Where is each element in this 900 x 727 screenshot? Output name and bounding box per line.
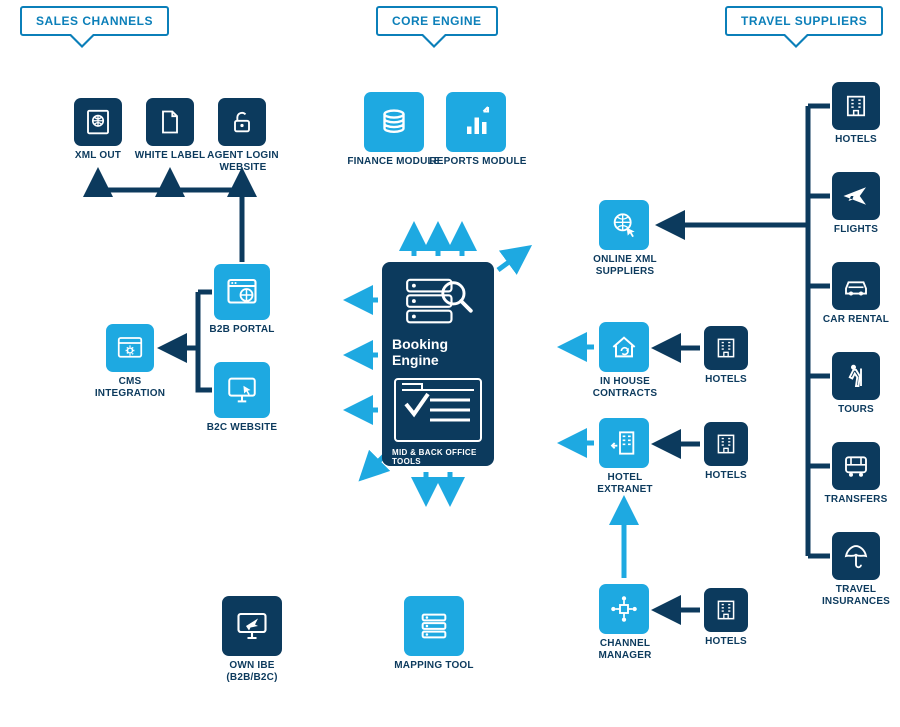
globe-cursor-icon	[608, 209, 640, 241]
cap-sup-flights: FLIGHTS	[820, 224, 892, 236]
gear-window-icon	[115, 333, 145, 363]
cap-agent-login: AGENT LOGIN WEBSITE	[200, 150, 286, 174]
box-sup-flights	[832, 172, 880, 220]
box-hotel-extranet	[599, 418, 649, 468]
box-b2b	[214, 264, 270, 320]
bus-icon	[841, 451, 871, 481]
chart-icon	[458, 104, 494, 140]
coins-icon	[375, 103, 413, 141]
cap-sup-hotels: HOTELS	[820, 134, 892, 146]
box-white-label	[146, 98, 194, 146]
list-cards-icon	[417, 609, 451, 643]
banner-sales-tail-inner	[71, 34, 93, 45]
cap-hotels-2: HOTELS	[694, 470, 758, 482]
building-arrow-icon	[608, 427, 640, 459]
box-sup-hotels	[832, 82, 880, 130]
cap-own-ibe: OWN IBE (B2B/B2C)	[206, 660, 298, 684]
house-refresh-icon	[608, 331, 640, 363]
box-own-ibe	[222, 596, 282, 656]
cap-sup-car: CAR RENTAL	[814, 314, 898, 326]
cap-reports: REPORTS MODULE	[424, 156, 532, 168]
building-icon	[842, 92, 870, 120]
box-finance	[364, 92, 424, 152]
cap-white-label: WHITE LABEL	[130, 150, 210, 162]
box-xml-out	[74, 98, 122, 146]
box-cms	[106, 324, 154, 372]
box-hotels-1	[704, 326, 748, 370]
box-channel-mgr	[599, 584, 649, 634]
car-icon	[841, 271, 871, 301]
box-sup-tours	[832, 352, 880, 400]
cap-in-house: IN HOUSE CONTRACTS	[582, 376, 668, 400]
cap-xml-out: XML OUT	[58, 150, 138, 162]
umbrella-icon	[841, 541, 871, 571]
box-sup-ins	[832, 532, 880, 580]
box-hotels-3	[704, 588, 748, 632]
globe-doc-icon	[83, 107, 113, 137]
box-reports	[446, 92, 506, 152]
banner-supp-tail-inner	[785, 34, 807, 45]
diagram-canvas: SALES CHANNELS CORE ENGINE TRAVEL SUPPLI…	[0, 0, 900, 727]
hiker-icon	[841, 361, 871, 391]
box-b2c	[214, 362, 270, 418]
checklist-icon	[396, 380, 480, 440]
cap-online-xml: ONLINE XML SUPPLIERS	[582, 254, 668, 278]
server-search-icon	[402, 276, 474, 330]
cap-channel-mgr: CHANNEL MANAGER	[582, 638, 668, 662]
box-online-xml	[599, 200, 649, 250]
building-icon	[713, 597, 739, 623]
cap-hotel-extranet: HOTEL EXTRANET	[582, 472, 668, 496]
cap-b2c: B2C WEBSITE	[200, 422, 284, 434]
banner-core-tail-inner	[423, 34, 445, 45]
box-sup-car	[832, 262, 880, 310]
building-icon	[713, 335, 739, 361]
booking-engine: Booking Engine MID & BACK OFFICE TOOLS	[382, 262, 494, 466]
cap-sup-transfers: TRANSFERS	[814, 494, 898, 506]
banner-core-label: CORE ENGINE	[392, 14, 482, 28]
unlock-icon	[228, 108, 256, 136]
hub-icon	[608, 593, 640, 625]
box-agent-login	[218, 98, 266, 146]
box-hotels-2	[704, 422, 748, 466]
building-icon	[713, 431, 739, 457]
cap-cms: CMS INTEGRATION	[84, 376, 176, 400]
cap-hotels-3: HOTELS	[694, 636, 758, 648]
banner-core: CORE ENGINE	[376, 6, 498, 36]
box-sup-transfers	[832, 442, 880, 490]
monitor-cursor-icon	[225, 373, 259, 407]
cap-b2b: B2B PORTAL	[200, 324, 284, 336]
engine-subtitle: MID & BACK OFFICE TOOLS	[392, 448, 484, 466]
banner-sales: SALES CHANNELS	[20, 6, 169, 36]
cap-mapping: MAPPING TOOL	[384, 660, 484, 672]
banner-sales-label: SALES CHANNELS	[36, 14, 153, 28]
file-icon	[156, 108, 184, 136]
box-in-house	[599, 322, 649, 372]
browser-globe-icon	[224, 274, 260, 310]
cap-sup-ins: TRAVEL INSURANCES	[810, 584, 900, 608]
monitor-plane-icon	[234, 608, 270, 644]
cap-hotels-1: HOTELS	[694, 374, 758, 386]
box-mapping	[404, 596, 464, 656]
engine-title: Booking Engine	[392, 336, 484, 368]
plane-icon	[841, 181, 871, 211]
back-office-panel	[394, 378, 482, 442]
banner-suppliers: TRAVEL SUPPLIERS	[725, 6, 883, 36]
banner-suppliers-label: TRAVEL SUPPLIERS	[741, 14, 867, 28]
cap-sup-tours: TOURS	[820, 404, 892, 416]
